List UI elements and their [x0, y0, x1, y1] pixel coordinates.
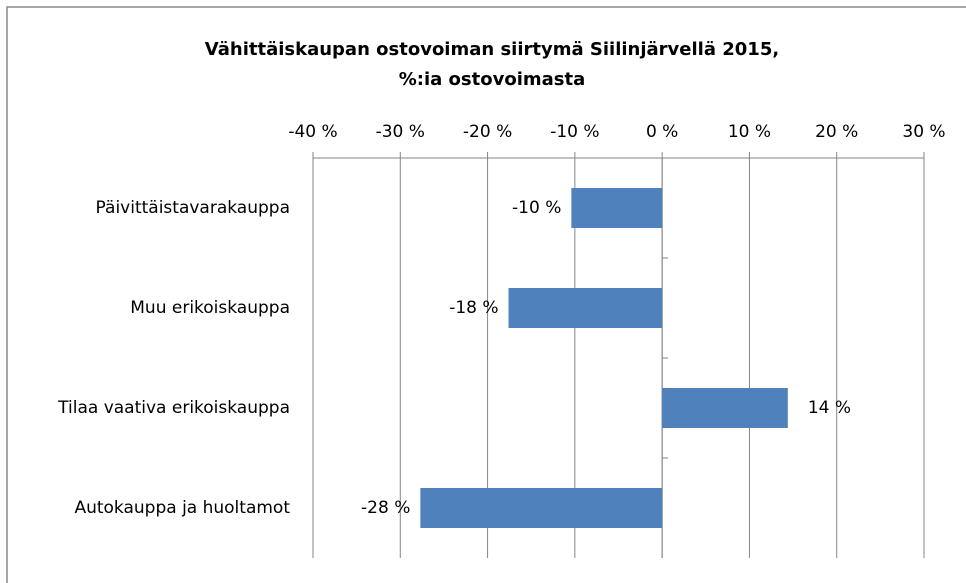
y-tick-label: Muu erikoiskauppa: [130, 298, 290, 318]
chart-title: %:ia ostovoimasta: [399, 69, 586, 90]
data-label: -28 %: [361, 498, 410, 518]
y-tick-label: Autokauppa ja huoltamot: [74, 498, 290, 518]
bar: [662, 388, 788, 428]
x-tick-label: 10 %: [728, 122, 771, 142]
x-tick-label: -10 %: [550, 122, 599, 142]
data-label: -18 %: [449, 298, 498, 318]
x-tick-label: 20 %: [815, 122, 858, 142]
y-tick-label: Tilaa vaativa erikoiskauppa: [57, 398, 290, 418]
x-tick-label: -30 %: [376, 122, 425, 142]
bar: [420, 488, 663, 528]
data-label: -10 %: [512, 198, 561, 218]
x-tick-label: 0 %: [646, 122, 678, 142]
y-tick-label: Päivittäistavarakauppa: [96, 198, 290, 218]
bar: [571, 188, 663, 228]
x-tick-label: 30 %: [902, 122, 945, 142]
frame: [6, 6, 966, 583]
x-tick-label: -40 %: [288, 122, 337, 142]
x-tick-label: -20 %: [463, 122, 512, 142]
chart-title: Vähittäiskaupan ostovoiman siirtymä Siil…: [205, 39, 779, 60]
bar: [508, 288, 663, 328]
data-label: 14 %: [808, 398, 851, 418]
